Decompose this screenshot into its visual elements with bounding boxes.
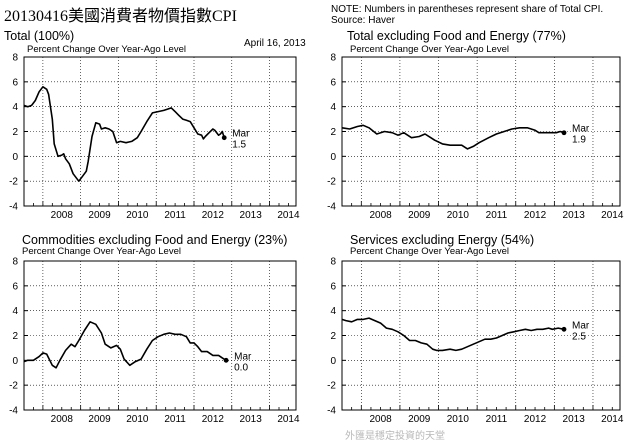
- end-label-value: 1.9: [572, 135, 586, 146]
- y-tick-label: -2: [9, 177, 18, 188]
- end-label-value: 2.5: [572, 331, 586, 342]
- source-line: Source: Haver: [331, 15, 395, 26]
- x-tick-label: 2010: [447, 210, 470, 221]
- y-tick-label: -4: [327, 406, 336, 417]
- x-tick-label: 2014: [277, 414, 300, 425]
- source-note: NOTE: Numbers in parentheses represent s…: [331, 4, 603, 26]
- page-title: 20130416美國消費者物價指數CPI: [4, 8, 237, 25]
- y-tick-label: -4: [327, 202, 336, 213]
- y-tick-label: 4: [12, 102, 18, 113]
- y-tick-label: 0: [12, 152, 18, 163]
- chart-title-core: Total excluding Food and Energy (77%): [347, 29, 566, 43]
- x-tick-label: 2008: [51, 414, 74, 425]
- note-line: NOTE: Numbers in parentheses represent s…: [331, 4, 604, 15]
- x-tick-label: 2009: [408, 210, 431, 221]
- chart-subtitle-core: Percent Change Over Year-Ago Level: [350, 44, 509, 55]
- y-tick-label: 0: [330, 152, 336, 163]
- y-tick-label: 6: [330, 77, 336, 88]
- series-line-commodities: [23, 321, 227, 369]
- end-label-month: Mar: [232, 129, 250, 140]
- x-tick-label: 2009: [88, 210, 111, 221]
- chart-title-total: Total (100%): [4, 29, 75, 43]
- end-label-month: Mar: [234, 351, 252, 362]
- x-tick-label: 2010: [447, 414, 470, 425]
- chart-subtitle-commodities: Percent Change Over Year-Ago Level: [22, 246, 181, 257]
- end-label-month: Mar: [572, 124, 590, 135]
- y-tick-label: 6: [12, 281, 18, 292]
- series-line-total: [23, 86, 225, 182]
- x-tick-label: 2014: [601, 210, 624, 221]
- x-tick-label: 2013: [240, 210, 263, 221]
- x-tick-label: 2012: [202, 210, 225, 221]
- x-tick-label: 2011: [486, 414, 508, 425]
- y-tick-label: 8: [330, 257, 336, 268]
- y-tick-label: 2: [330, 127, 336, 138]
- x-tick-label: 2009: [408, 414, 431, 425]
- y-tick-label: 8: [330, 53, 336, 64]
- endpoint-marker-commodities: [223, 357, 229, 363]
- chart-subtitle-total: Percent Change Over Year-Ago Level: [27, 44, 186, 55]
- y-tick-label: -4: [9, 202, 18, 213]
- x-tick-label: 2010: [126, 210, 149, 221]
- endpoint-marker-core: [561, 130, 567, 136]
- y-tick-label: 0: [330, 356, 336, 367]
- x-tick-label: 2010: [126, 414, 149, 425]
- end-label-value: 0.0: [234, 362, 248, 373]
- x-tick-label: 2011: [486, 210, 508, 221]
- y-tick-label: 0: [12, 356, 18, 367]
- series-line-core: [341, 124, 565, 150]
- y-tick-label: 2: [12, 331, 18, 342]
- end-label-value: 1.5: [232, 140, 246, 151]
- x-tick-label: 2013: [563, 210, 586, 221]
- x-tick-label: 2014: [277, 210, 300, 221]
- chart-title-commodities: Commodities excluding Food and Energy (2…: [22, 233, 288, 247]
- x-tick-label: 2009: [88, 414, 111, 425]
- y-tick-label: 4: [330, 306, 336, 317]
- y-tick-label: -4: [9, 406, 18, 417]
- y-tick-label: 8: [12, 257, 18, 268]
- y-tick-label: -2: [327, 381, 336, 392]
- x-tick-label: 2011: [164, 210, 186, 221]
- y-tick-label: 2: [12, 127, 18, 138]
- x-tick-label: 2008: [51, 210, 74, 221]
- x-tick-label: 2012: [524, 414, 547, 425]
- y-tick-label: 2: [330, 331, 336, 342]
- y-tick-label: 6: [330, 281, 336, 292]
- endpoint-marker-services: [561, 326, 567, 332]
- y-tick-label: 8: [12, 53, 18, 64]
- y-tick-label: 4: [330, 102, 336, 113]
- x-tick-label: 2012: [524, 210, 547, 221]
- chart-subtitle-services: Percent Change Over Year-Ago Level: [350, 246, 509, 257]
- x-tick-label: 2013: [563, 414, 586, 425]
- y-tick-label: -2: [9, 381, 18, 392]
- report-date: April 16, 2013: [244, 38, 306, 49]
- end-label-month: Mar: [572, 320, 590, 331]
- x-tick-label: 2008: [369, 210, 392, 221]
- x-tick-label: 2014: [601, 414, 624, 425]
- y-tick-label: 4: [12, 306, 18, 317]
- y-tick-label: 6: [12, 77, 18, 88]
- endpoint-marker-total: [221, 135, 227, 141]
- footer-watermark: 外匯是穩定投資的天堂: [345, 431, 445, 442]
- x-tick-label: 2013: [240, 414, 263, 425]
- x-tick-label: 2008: [369, 414, 392, 425]
- chart-title-services: Services excluding Energy (54%): [350, 233, 535, 247]
- x-tick-label: 2011: [164, 414, 186, 425]
- series-line-services: [341, 317, 565, 352]
- x-tick-label: 2012: [202, 414, 225, 425]
- y-tick-label: -2: [327, 177, 336, 188]
